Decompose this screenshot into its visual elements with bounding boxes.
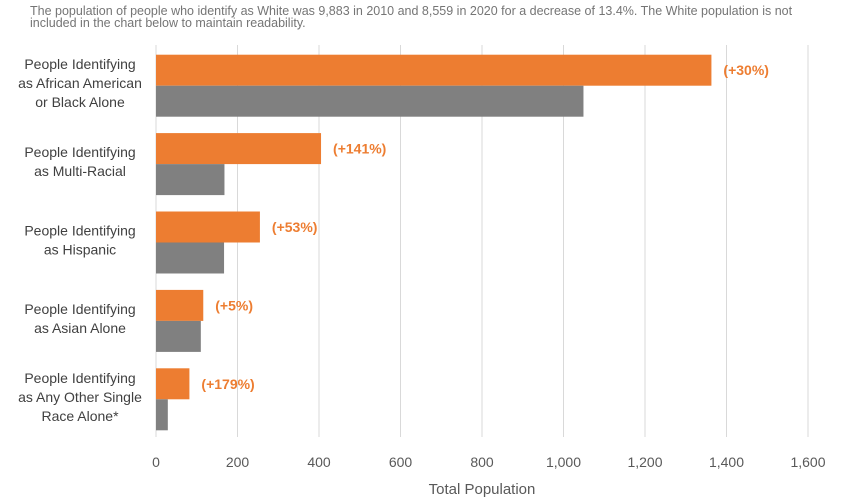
x-tick-label: 400 xyxy=(307,454,331,470)
x-tick-label: 800 xyxy=(470,454,494,470)
bars xyxy=(156,54,712,431)
category-label: People Identifying as Any Other Single Rac… xyxy=(18,370,142,424)
bar-orange xyxy=(156,368,190,400)
bar-orange xyxy=(156,133,322,165)
data-label: (+141%) xyxy=(333,141,386,157)
category-label: People Identifying as Asian Alone xyxy=(24,301,135,336)
bar-gray xyxy=(156,85,584,117)
bar-orange xyxy=(156,289,204,321)
data-label: (+30%) xyxy=(723,62,769,78)
data-label: (+179%) xyxy=(201,376,254,392)
category-label: People Identifying as Hispanic xyxy=(24,223,135,258)
bar-gray xyxy=(156,242,225,274)
category-labels: People Identifying as African American or … xyxy=(18,56,142,424)
category-label: People Identifying as African American or … xyxy=(18,56,142,110)
data-label: (+53%) xyxy=(272,219,318,235)
x-tick-label: 1,200 xyxy=(627,454,662,470)
x-tick-label: 600 xyxy=(389,454,413,470)
x-tick-label: 1,600 xyxy=(790,454,825,470)
x-tick-label: 1,000 xyxy=(546,454,581,470)
bar-orange xyxy=(156,211,260,243)
x-tick-label: 0 xyxy=(152,454,160,470)
bar-gray xyxy=(156,399,168,431)
category-label: People Identifying as Multi-Racial xyxy=(24,144,135,179)
x-tick-label: 200 xyxy=(226,454,250,470)
bar-orange xyxy=(156,54,712,86)
bar-gray xyxy=(156,164,225,196)
data-label: (+5%) xyxy=(215,297,253,313)
x-tick-label: 1,400 xyxy=(709,454,744,470)
x-axis-title: Total Population xyxy=(429,481,536,497)
x-tick-labels: 0 200 400 600 800 1,000 1,200 1,400 1,600 xyxy=(152,454,826,470)
chart-note: The population of people who identify as… xyxy=(30,4,793,30)
bar-gray xyxy=(156,320,201,352)
data-labels: (+30%) (+141%) (+53%) (+5%) (+179%) xyxy=(201,62,769,392)
